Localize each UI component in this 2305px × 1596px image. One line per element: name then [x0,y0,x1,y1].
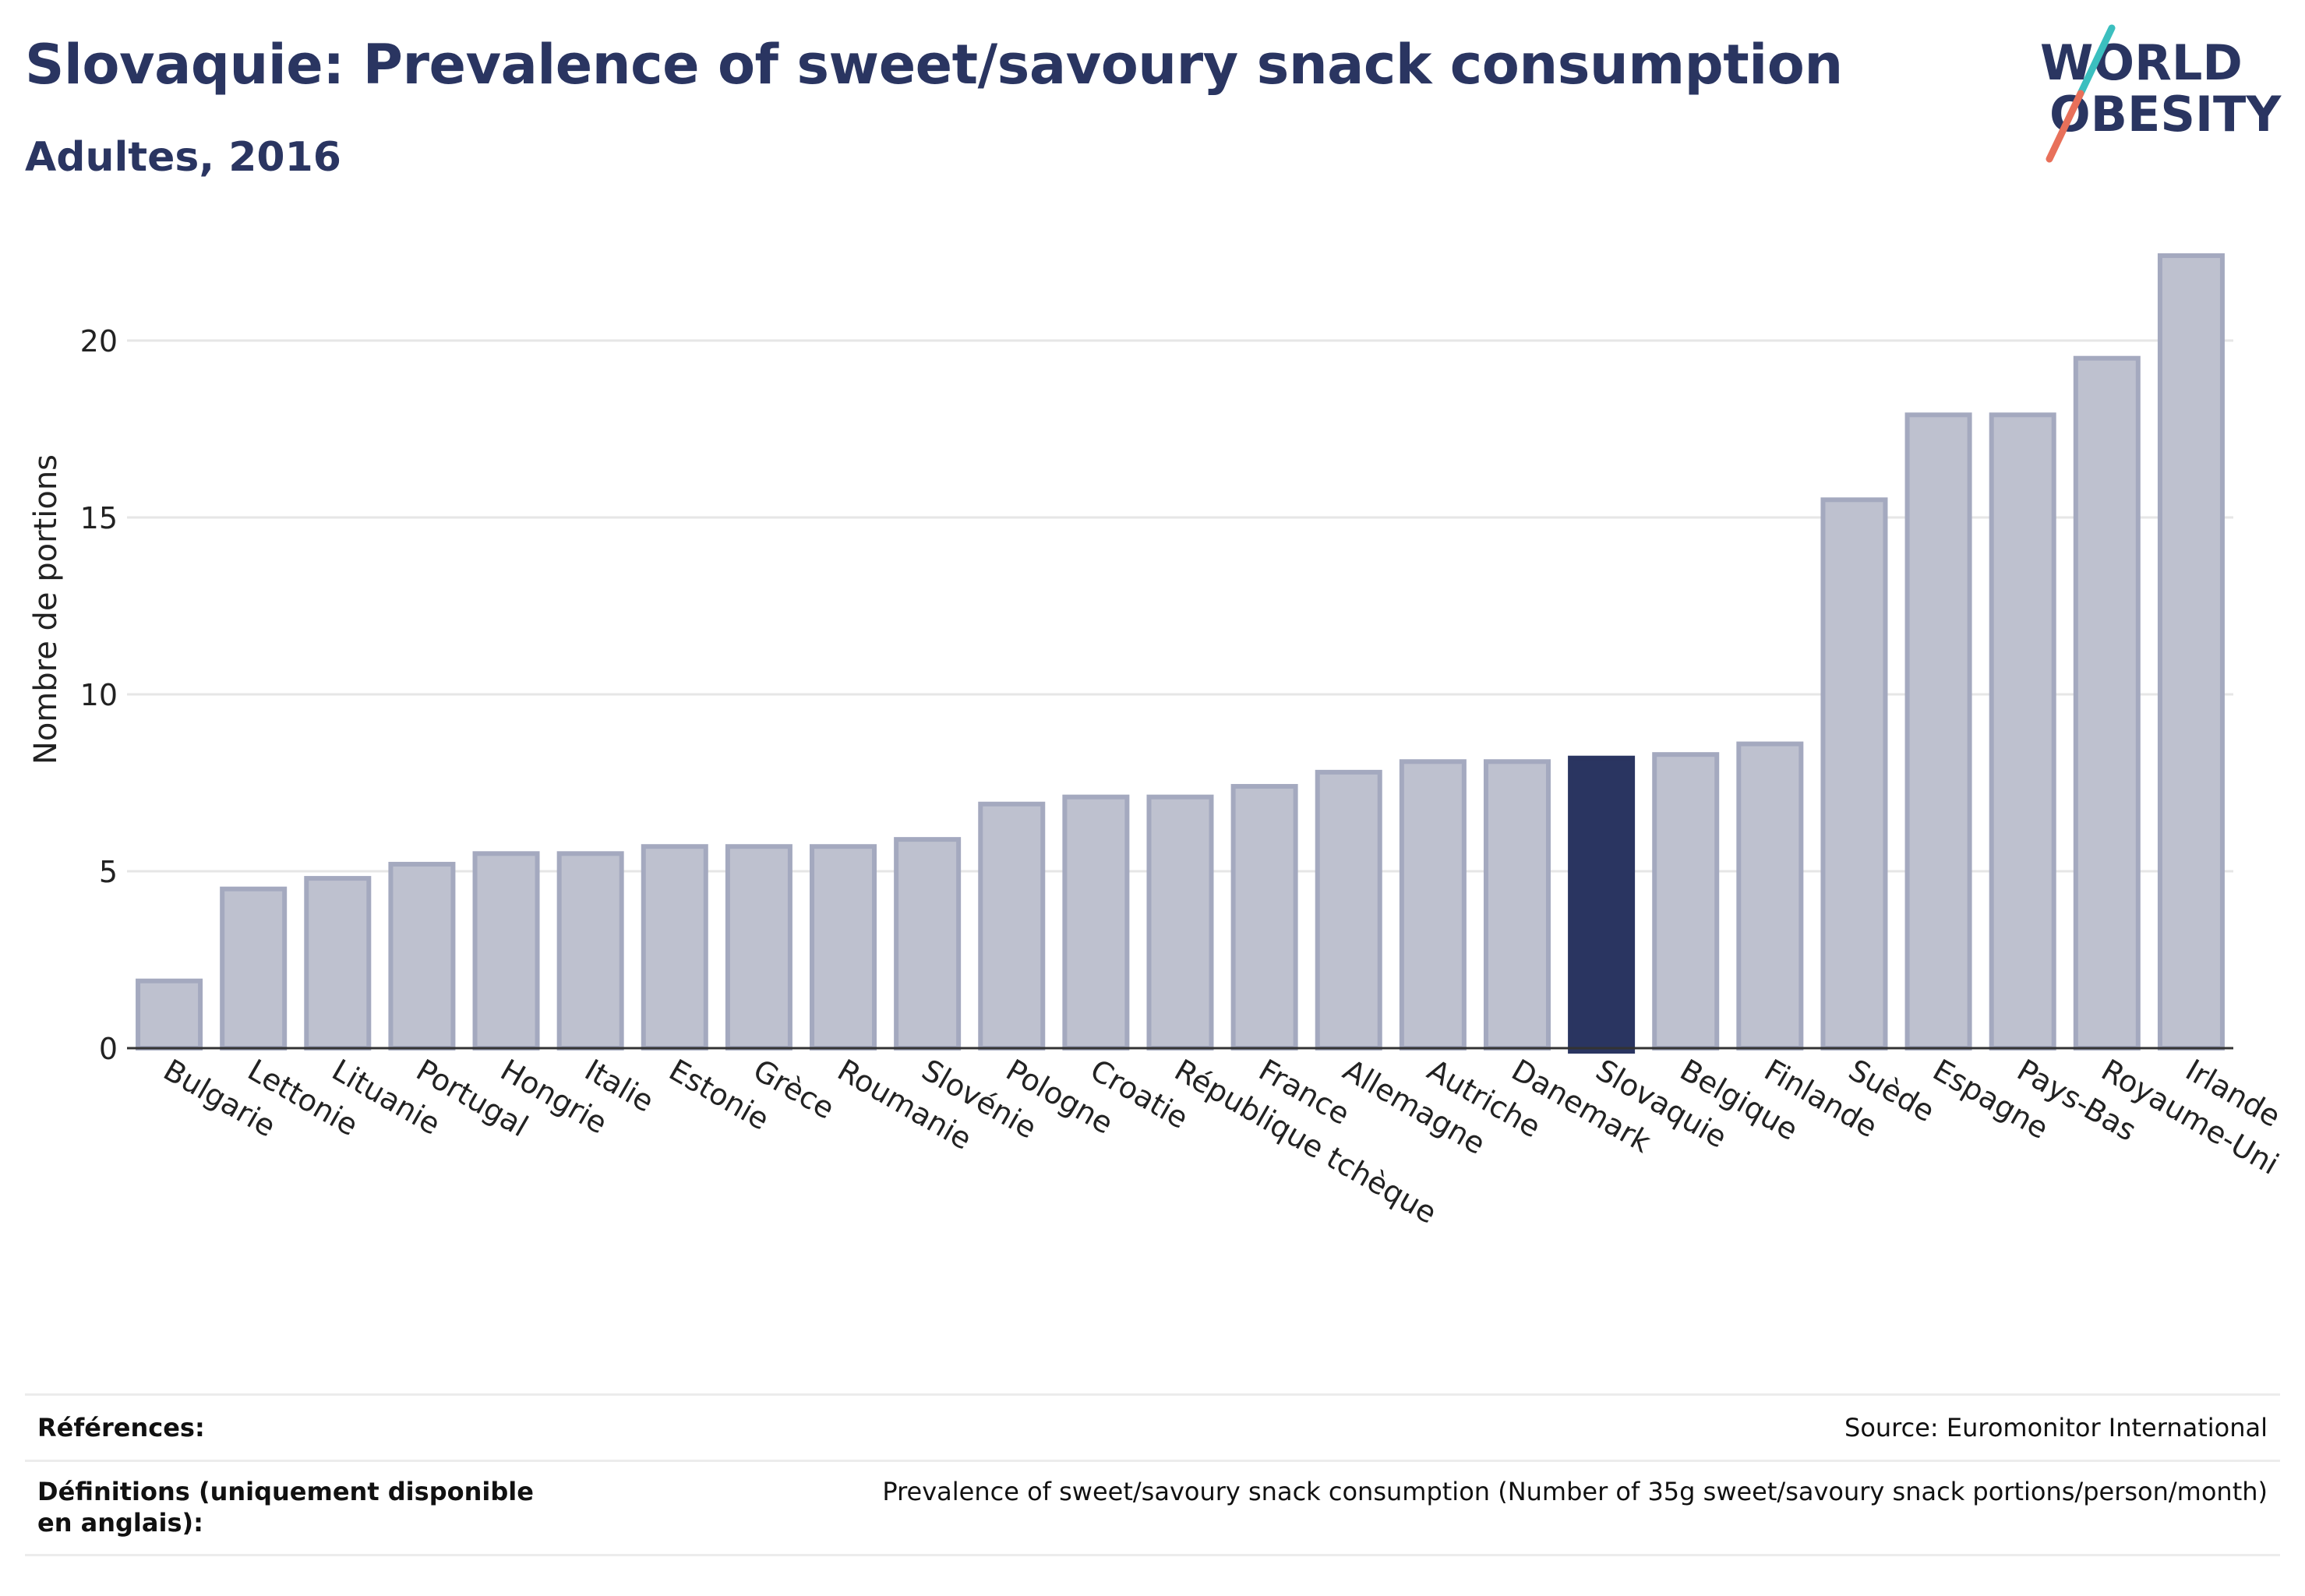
y-tick-label: 5 [99,855,118,889]
bar-r-publique-tch-que [1146,794,1214,1050]
world-obesity-logo: WORLD OBESITY [2040,24,2282,163]
y-axis-label: Nombre de portions [28,454,64,764]
logo-slash-top [2077,24,2116,97]
references-value: Source: Euromonitor International [1844,1413,2268,1442]
bar-irlande [2157,253,2225,1051]
bar-croatie [1062,794,1130,1050]
bar-belgique [1652,752,1720,1050]
bar-slovaquie [1568,755,1636,1054]
references-label: Références: [37,1413,205,1442]
y-tick-label: 10 [80,678,118,712]
logo-line1: WORLD [2040,34,2243,91]
bar-gr-ce [725,844,792,1050]
footer-table: Références: Source: Euromonitor Internat… [25,1393,2280,1556]
bar-su-de [1820,497,1888,1050]
bars-layer [136,253,2225,1054]
bar-lettonie [220,886,288,1050]
logo-slash-bottom [2046,90,2084,163]
bar-danemark [1483,759,1551,1050]
bar-bulgarie [136,978,203,1050]
bar-france [1230,784,1298,1050]
bar-chart: 05101520BulgarieLettonieLituaniePortugal… [28,253,2286,1231]
page-subtitle: Adultes, 2016 [25,134,341,181]
definitions-value: Prevalence of sweet/savoury snack consum… [882,1477,2268,1506]
bar-allemagne [1315,769,1382,1050]
logo-line2: OBESITY [2049,86,2282,143]
definitions-label: Définitions (uniquement disponible en an… [37,1477,534,1538]
definitions-row: Définitions (uniquement disponible en an… [25,1460,2280,1556]
bar-lituanie [304,876,372,1050]
page-title: Slovaquie: Prevalence of sweet/savoury s… [25,33,1843,97]
bar-pologne [978,801,1046,1050]
y-tick-label: 20 [80,324,118,358]
bar-italie [556,851,624,1051]
bar-pays-bas [1989,412,2056,1050]
bar-portugal [388,861,456,1051]
y-tick-label: 0 [99,1032,118,1066]
bar-slov-nie [894,837,962,1050]
bar-autriche [1399,759,1467,1050]
references-row: Références: Source: Euromonitor Internat… [25,1393,2280,1460]
bar-hongrie [472,851,540,1051]
bar-roumanie [810,844,877,1050]
bar-espagne [1904,412,1972,1050]
bar-royaume-uni [2073,355,2141,1050]
bar-finlande [1736,741,1804,1050]
y-tick-label: 15 [80,501,118,535]
bar-estonie [641,844,708,1050]
